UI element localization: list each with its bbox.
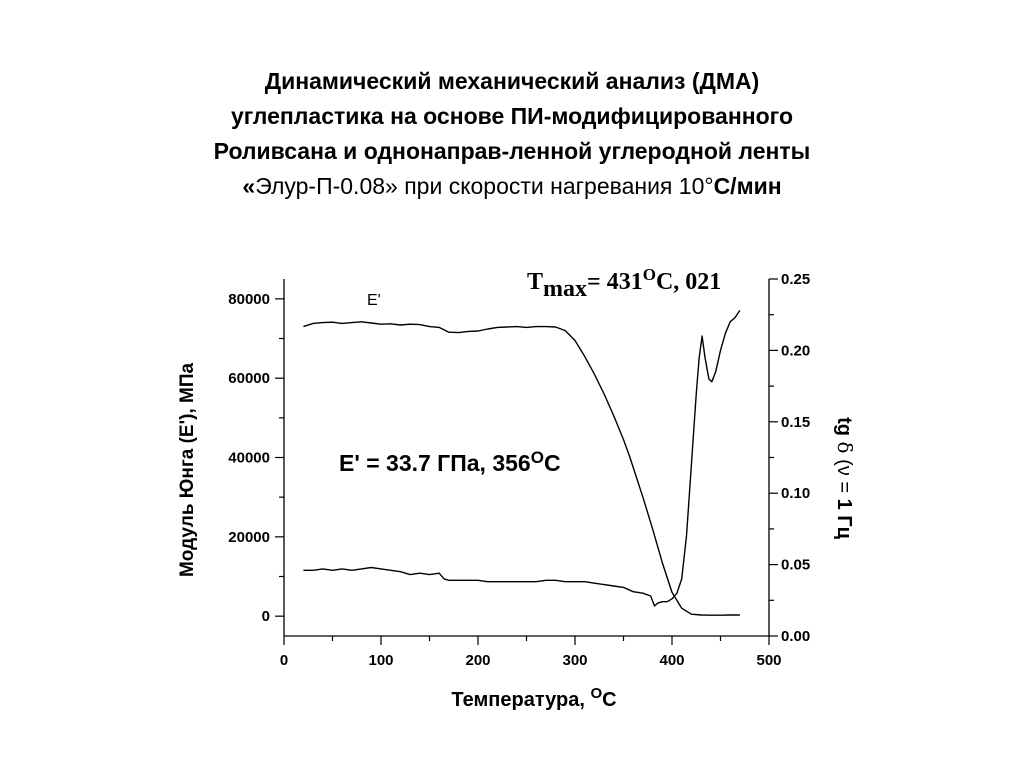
x-ticks: 0 100 200 300 400 500 [280,636,782,669]
y-tick-label: 40000 [228,450,270,467]
x-tick-label: 500 [756,652,781,669]
annotation-e-tail: C [544,450,561,476]
y2-axis-label-part3: 1 Гц [833,499,855,540]
y2-axis-label-part2: (ν = [833,454,855,499]
y2-tick-label: 0.20 [781,342,810,359]
annotation-e-modulus: E' = 33.7 ГПа, 356OC [339,448,561,476]
y-tick-label: 20000 [228,529,270,546]
y2-axis-label-part1: tg [833,417,855,441]
annotation-tmax-rest: = 431 [587,269,643,295]
y-ticks: 0 20000 40000 60000 80000 [228,291,284,625]
y-tick-label: 60000 [228,370,270,387]
y2-tick-label: 0.00 [781,628,810,645]
y-axis-label: Модуль Юнга (Е'), МПа [177,363,198,578]
annotation-e-text: E' = 33.7 ГПа, 356 [339,450,531,476]
series-e-prime-line [303,321,740,616]
x-tick-label: 200 [465,652,490,669]
y-tick-label: 80000 [228,291,270,308]
x-tick-label: 400 [659,652,684,669]
title-material: Элур-П-0.08» при скорости нагревания [255,173,679,199]
annotation-tmax-prefix: T [527,269,543,295]
series-layer [303,310,741,616]
y2-ticks: 0.00 0.05 0.10 0.15 0.20 0.25 [769,271,810,645]
title-rate: 10° [678,173,714,199]
x-axis-label-degree: O [590,685,602,702]
y2-tick-label: 0.10 [781,485,810,502]
y2-tick-label: 0.15 [781,414,810,431]
series-tan-delta-line [303,310,741,607]
annotation-tmax-sub: max [543,276,587,302]
annotation-tmax-degree: O [643,265,656,284]
annotation-e-degree: O [531,448,544,467]
x-axis-label-unit: C [602,689,616,711]
title-line-2: углепластика на основе ПИ-модифицированн… [231,103,793,129]
title-quote-open: « [242,173,256,199]
x-tick-label: 100 [368,652,393,669]
y2-axis-label: tg δ (ν = 1 Гц [833,417,857,540]
x-tick-label: 300 [562,652,587,669]
slide-title: Динамический механический анализ (ДМА) у… [0,64,1024,204]
y-tick-label: 0 [262,608,270,625]
y2-tick-label: 0.25 [781,271,810,288]
y2-tick-label: 0.05 [781,557,810,574]
y2-axis-label-delta: δ [833,442,857,454]
x-axis-label-text: Температура, [451,689,590,711]
annotation-tmax-tail: C, 021 [656,269,721,295]
title-line-3: Роливсана и однонаправ-ленной углеродной… [213,138,811,164]
title-rate-unit: С/мин [713,173,782,199]
legend-e-prime: E' [367,292,381,309]
x-tick-label: 0 [280,652,288,669]
title-line-4: «Элур-П-0.08» при скорости нагревания 10… [0,169,1024,204]
title-line-1: Динамический механический анализ (ДМА) [264,68,760,94]
annotation-tmax: Tmax= 431OC, 021 [527,265,721,302]
x-axis-label: Температура, OC [451,685,616,711]
